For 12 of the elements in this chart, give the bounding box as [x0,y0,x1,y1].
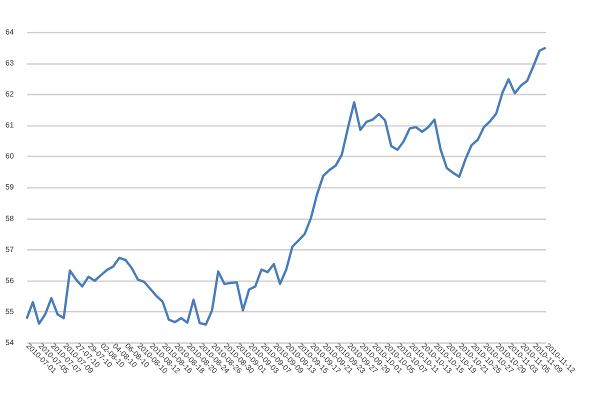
y-tick-label: 61 [5,120,14,130]
y-tick-label: 64 [5,28,15,36]
y-tick-label: 62 [5,90,14,99]
y-tick-label: 58 [5,214,14,223]
y-tick-label: 55 [5,306,14,316]
y-tick-label: 59 [5,182,14,192]
y-tick-label: 57 [5,244,14,254]
y-tick-label: 60 [5,152,14,161]
y-tick-label: 54 [5,338,15,347]
line-series [25,46,547,326]
y-tick-label: 56 [5,276,14,285]
y-tick-label: 63 [5,58,14,68]
